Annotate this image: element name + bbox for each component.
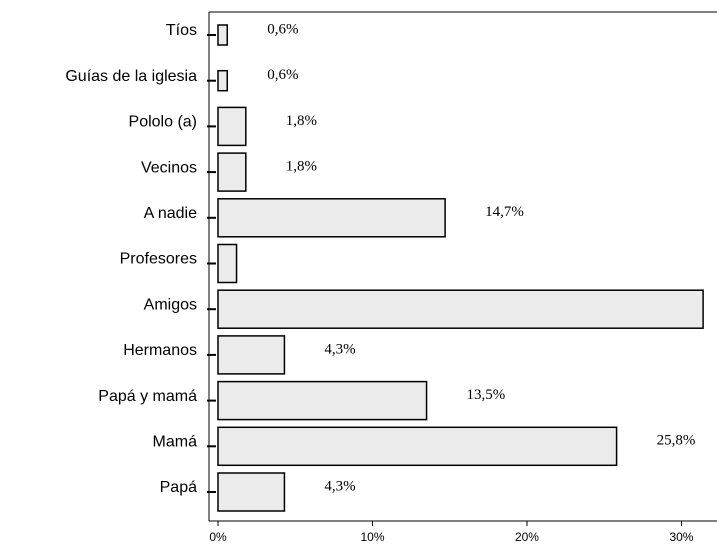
bar [217, 243, 238, 284]
value-label: 4,3% [324, 478, 355, 494]
bar [217, 335, 286, 375]
value-label: 25,8% [657, 433, 696, 449]
x-tick-label: 30% [669, 530, 693, 544]
bar [217, 380, 428, 421]
y-tick-label: Guías de la iglesia [65, 68, 197, 85]
y-tick-label: Vecinos [141, 159, 197, 176]
y-tick-label: Pololo (a) [129, 114, 197, 131]
y-tick-label: A nadie [144, 205, 197, 222]
bar [217, 152, 247, 192]
y-tick-label: Mamá [153, 434, 198, 451]
y-tick-label: Papá y mamá [98, 388, 197, 405]
value-label: 1,8% [286, 113, 317, 129]
x-tick-label: 10% [360, 530, 384, 544]
bar [217, 69, 229, 92]
value-label: 13,5% [467, 387, 506, 403]
y-tick-label: Amigos [144, 296, 197, 313]
bar [217, 24, 229, 46]
value-label: 1,8% [286, 159, 317, 175]
y-tick-label: Hermanos [123, 342, 197, 359]
value-label: 4,3% [324, 341, 355, 357]
value-label: 0,6% [267, 21, 298, 37]
y-tick-label: Tíos [166, 22, 197, 39]
bar [217, 426, 618, 467]
bar [217, 198, 446, 238]
bar [217, 472, 286, 512]
y-tick-label: Profesores [120, 251, 197, 268]
value-label: 0,6% [267, 67, 298, 83]
bar [217, 106, 247, 147]
y-tick-label: Papá [160, 479, 197, 496]
x-tick-label: 20% [515, 530, 539, 544]
bar [217, 289, 704, 329]
x-tick-label: 0% [209, 530, 227, 544]
value-label: 14,7% [485, 204, 524, 220]
